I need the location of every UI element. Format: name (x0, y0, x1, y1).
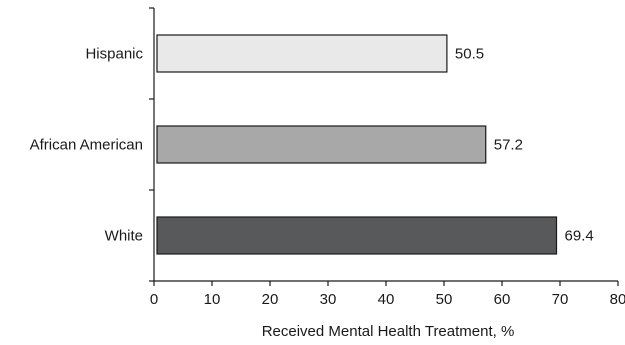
y-axis-ticks (149, 7, 154, 282)
bar-white (156, 216, 558, 255)
value-label: 69.4 (565, 228, 594, 245)
x-tick-label: 20 (262, 291, 279, 308)
x-tick-label: 60 (494, 291, 511, 308)
x-tick-label: 80 (610, 291, 625, 308)
value-label: 57.2 (494, 137, 523, 154)
bar-african-american (156, 125, 487, 164)
bar-hispanic (156, 34, 448, 73)
x-tick-label: 10 (204, 291, 221, 308)
x-axis-title: Received Mental Health Treatment, % (262, 323, 515, 340)
x-tick-label: 40 (378, 291, 395, 308)
x-tick-label: 30 (320, 291, 337, 308)
bars: Hispanic 50.5 African American 57.2 White 69.… (30, 34, 594, 255)
category-label: White (105, 228, 143, 245)
x-axis-ticks: 0 10 20 30 40 50 60 70 80 (150, 281, 625, 308)
category-label: Hispanic (85, 46, 143, 63)
x-tick-label: 0 (150, 291, 158, 308)
value-label: 50.5 (455, 46, 484, 63)
category-label: African American (30, 137, 143, 154)
x-tick-label: 70 (552, 291, 569, 308)
x-tick-label: 50 (436, 291, 453, 308)
